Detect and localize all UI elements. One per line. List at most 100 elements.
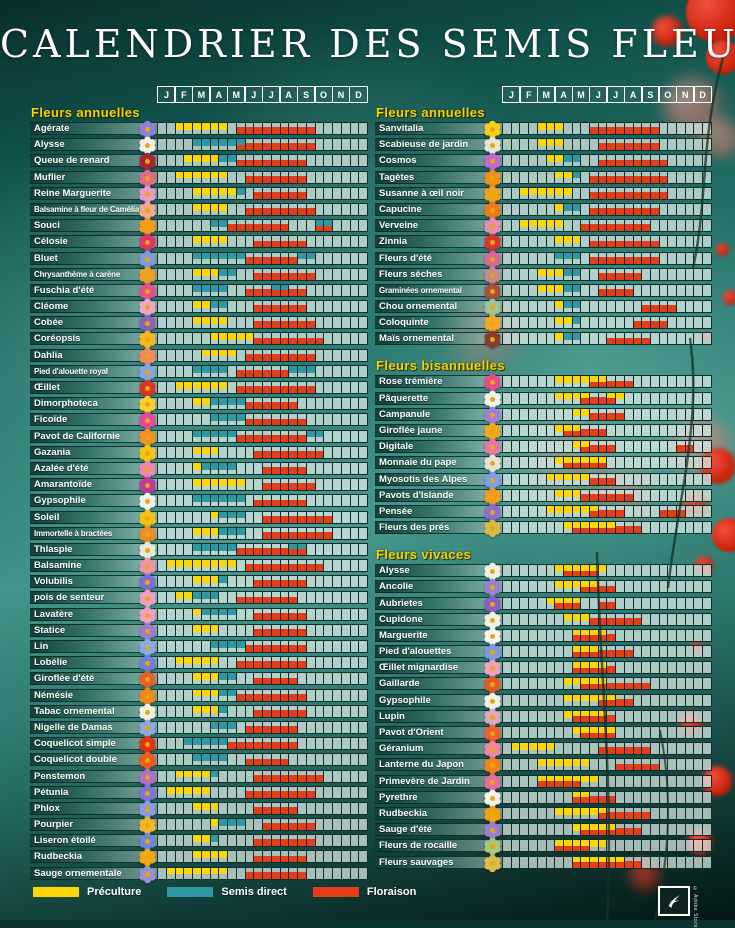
grid-cell [677, 123, 686, 134]
grid-cell [193, 317, 202, 329]
grid-cell [184, 543, 193, 555]
grid-cell [254, 560, 263, 572]
grid-cell [176, 673, 185, 685]
grid-cell [520, 678, 530, 690]
grid-cell [316, 867, 325, 879]
grid-cell [651, 284, 660, 296]
grid-cell [289, 155, 298, 167]
grid-cell [634, 505, 643, 517]
grid-cell [686, 840, 695, 852]
flower-label: Ancolie [375, 579, 502, 597]
cell-bottom-band [598, 510, 607, 517]
cell-bottom-band [289, 240, 297, 248]
calendar-row: Immortelle à bractées [30, 525, 368, 543]
grid-cell [201, 398, 211, 410]
cell-top-band [219, 333, 227, 341]
grid-cell [590, 268, 599, 280]
cell-bottom-band [563, 845, 572, 852]
grid-cell [547, 662, 556, 674]
grid-cell [503, 268, 512, 280]
grid-cell [315, 220, 325, 232]
grid-cell [245, 203, 255, 215]
grid-cell [607, 613, 617, 625]
grid-cell [572, 425, 582, 436]
legend-item: Floraison [312, 886, 416, 898]
cell-bottom-band [624, 747, 633, 755]
grid-cell [520, 139, 530, 151]
grid-cell [324, 349, 333, 361]
grid-cell [520, 840, 530, 852]
grid-cell [298, 754, 307, 766]
cell-bottom-band [254, 402, 262, 410]
grid-cell [316, 835, 325, 847]
grid-cell [512, 710, 521, 722]
cell-top-band [563, 155, 572, 163]
cell-bottom-band [245, 127, 254, 134]
cell-bottom-band [280, 855, 289, 863]
grid-cell [359, 851, 367, 862]
grid-cell [193, 786, 202, 798]
grid-cell [563, 775, 573, 787]
grid-cell [201, 576, 211, 588]
cell-bottom-band [280, 305, 289, 313]
grid-cell [351, 495, 360, 507]
grid-cell [520, 824, 530, 836]
cell-bottom-band [607, 445, 616, 453]
grid-cell [686, 123, 695, 134]
grid-cell [555, 710, 564, 722]
cell-bottom-band [271, 240, 280, 248]
flower-icon [138, 848, 157, 867]
flower-label: Coquelicot double [30, 752, 157, 770]
grid-cell [210, 835, 220, 847]
cell-bottom-band [263, 677, 271, 685]
grid-cell [703, 695, 711, 706]
cell-top-band [201, 802, 210, 810]
grid-cell [599, 775, 608, 787]
grid-cell [167, 139, 176, 151]
grid-cell [503, 840, 512, 852]
cell-bottom-band [581, 446, 590, 453]
grid-cell [590, 155, 599, 167]
grid-cell [184, 155, 193, 167]
grid-cell [193, 414, 202, 426]
grid-cell [176, 608, 185, 620]
grid-cell [316, 123, 325, 134]
sowing-grid [157, 785, 368, 799]
grid-cell [263, 171, 272, 183]
grid-cell [175, 382, 185, 393]
grid-cell [324, 705, 333, 717]
grid-cell [351, 641, 360, 652]
cell-top-band [193, 754, 201, 762]
grid-cell [703, 409, 711, 420]
grid-cell [512, 775, 521, 787]
cell-top-band [175, 657, 184, 664]
sowing-grid [502, 726, 712, 739]
grid-cell [651, 824, 660, 836]
grid-cell [686, 220, 695, 232]
grid-cell [598, 284, 608, 296]
grid-cell [271, 641, 281, 652]
flower-name: Queue de renard [34, 155, 110, 167]
cell-bottom-band [254, 418, 262, 426]
cell-bottom-band [280, 612, 289, 620]
grid-cell [538, 565, 547, 577]
grid-cell [210, 284, 220, 296]
flower-label: Pétunia [30, 784, 157, 802]
flower-icon [483, 805, 502, 824]
grid-cell [668, 220, 678, 232]
flower-name: Scabieuse de jardin [379, 139, 469, 151]
grid-cell [520, 629, 530, 641]
cell-top-band [219, 123, 227, 130]
flower-icon [138, 460, 157, 479]
grid-cell [202, 819, 211, 831]
grid-cell [529, 252, 538, 264]
cell-bottom-band [280, 208, 289, 215]
grid-cell [625, 565, 634, 577]
grid-cell [651, 727, 660, 738]
calendar-row: Nigelle de Damas [30, 719, 368, 738]
grid-cell [228, 543, 237, 555]
cell-bottom-band [236, 159, 245, 167]
grid-cell [503, 581, 512, 593]
cell-top-band [210, 155, 219, 163]
sowing-grid [157, 235, 368, 249]
